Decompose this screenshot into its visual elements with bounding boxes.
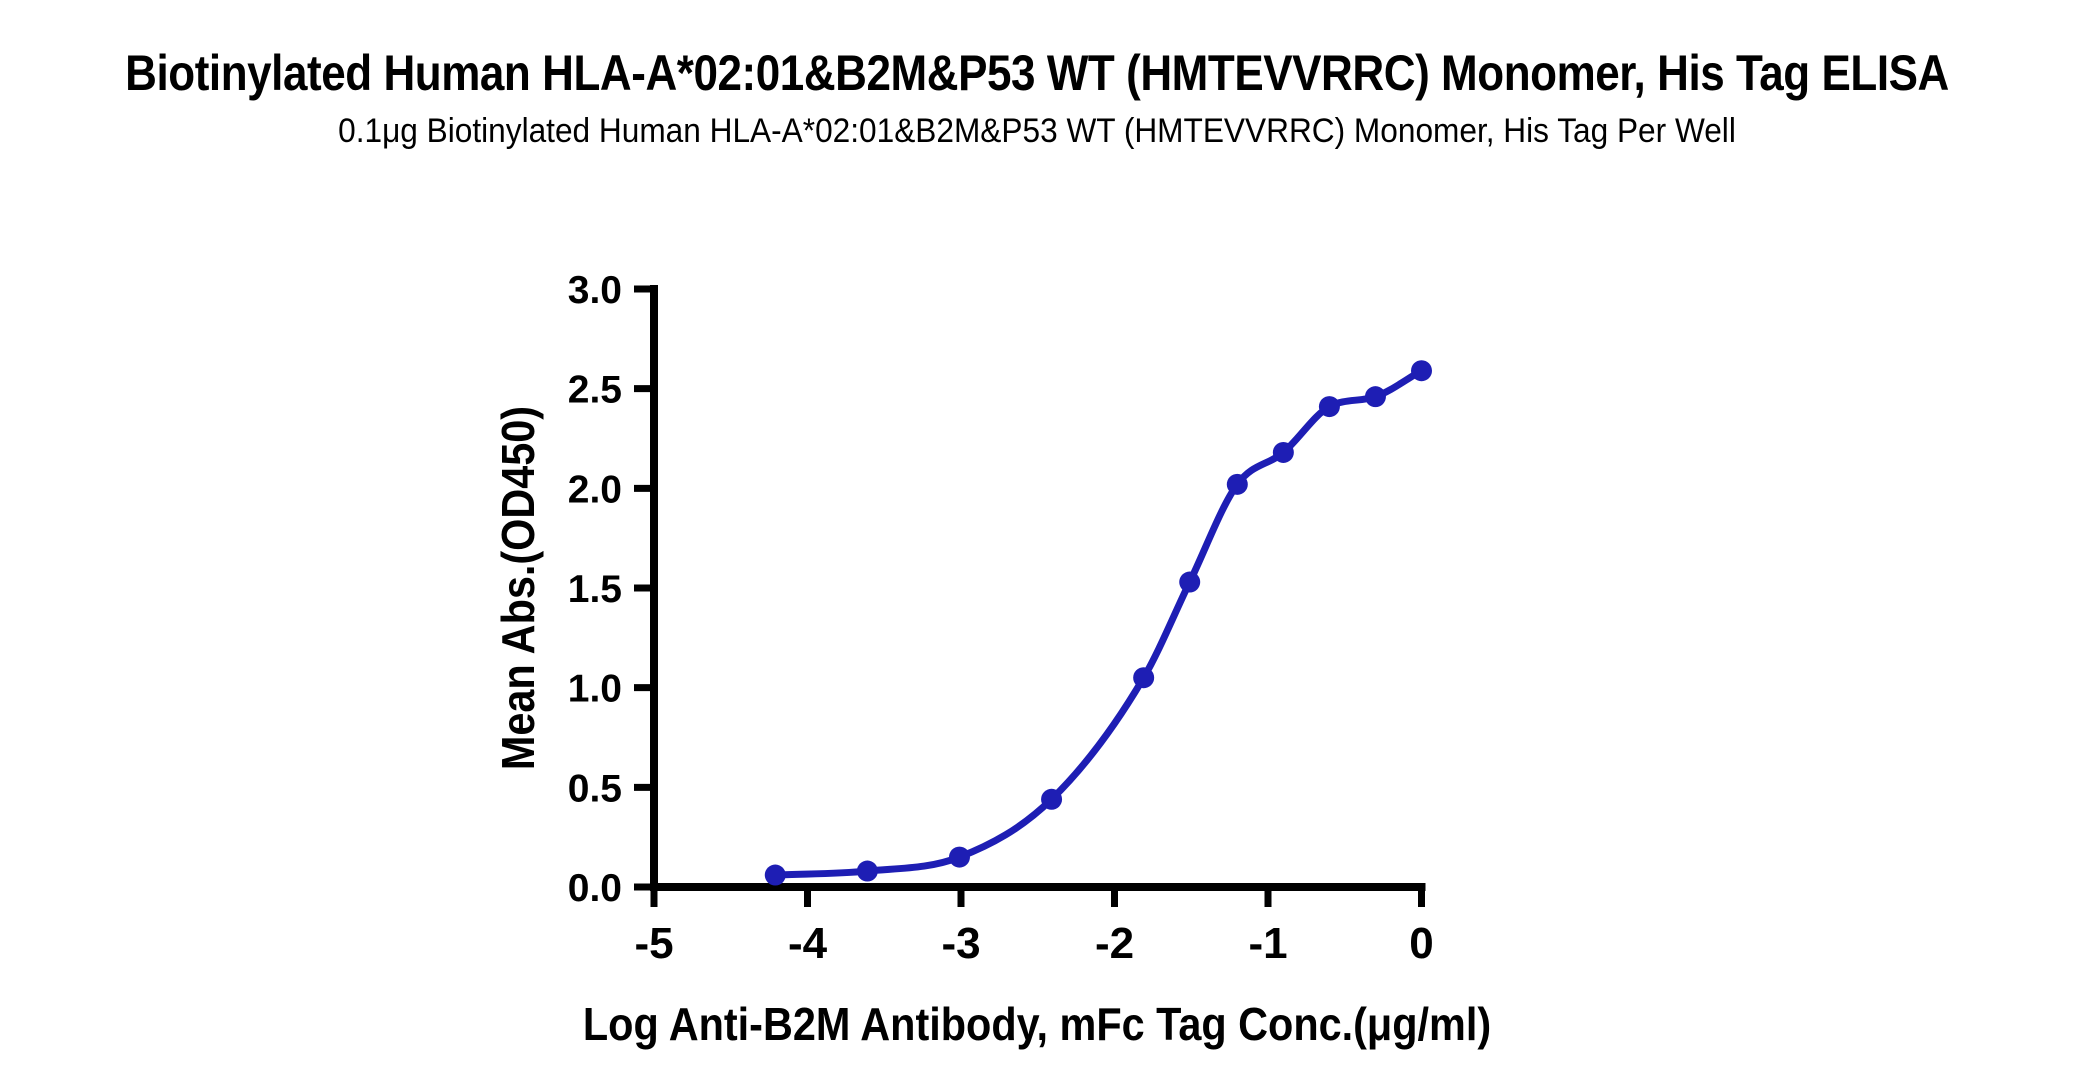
y-tick-label: 3.0 xyxy=(568,269,622,312)
fit-curve xyxy=(771,367,1425,879)
data-point xyxy=(856,860,878,882)
y-tick-label: 0.5 xyxy=(568,767,622,810)
chart-title: Biotinylated Human HLA-A*02:01&B2M&P53 W… xyxy=(125,45,1949,101)
data-point xyxy=(1318,396,1340,418)
data-point xyxy=(1041,788,1063,810)
data-point xyxy=(1226,473,1248,495)
data-point xyxy=(1411,360,1432,382)
y-tick-label: 1.5 xyxy=(568,568,622,611)
x-tick-label: 0 xyxy=(1409,919,1433,968)
x-tick-label: -2 xyxy=(1095,919,1134,968)
data-point xyxy=(948,846,970,868)
x-tick-label: -3 xyxy=(941,919,980,968)
chart-subtitle: 0.1μg Biotinylated Human HLA-A*02:01&B2M… xyxy=(338,112,1736,150)
data-point xyxy=(1133,667,1155,689)
x-axis-label: Log Anti-B2M Antibody, mFc Tag Conc.(μg/… xyxy=(583,999,1491,1051)
y-tick-label: 0.0 xyxy=(568,867,622,910)
data-point xyxy=(1364,386,1386,408)
x-tick-label: -1 xyxy=(1248,919,1287,968)
data-point xyxy=(1272,441,1294,463)
data-point xyxy=(764,864,786,886)
x-tick-label: -4 xyxy=(788,919,828,968)
x-tick-label: -5 xyxy=(634,919,673,968)
y-axis-label: Mean Abs.(OD450) xyxy=(493,406,545,770)
data-point xyxy=(1179,571,1201,593)
y-tick-label: 2.5 xyxy=(568,369,622,412)
y-tick-label: 2.0 xyxy=(568,468,622,511)
y-tick-label: 1.0 xyxy=(568,668,622,711)
